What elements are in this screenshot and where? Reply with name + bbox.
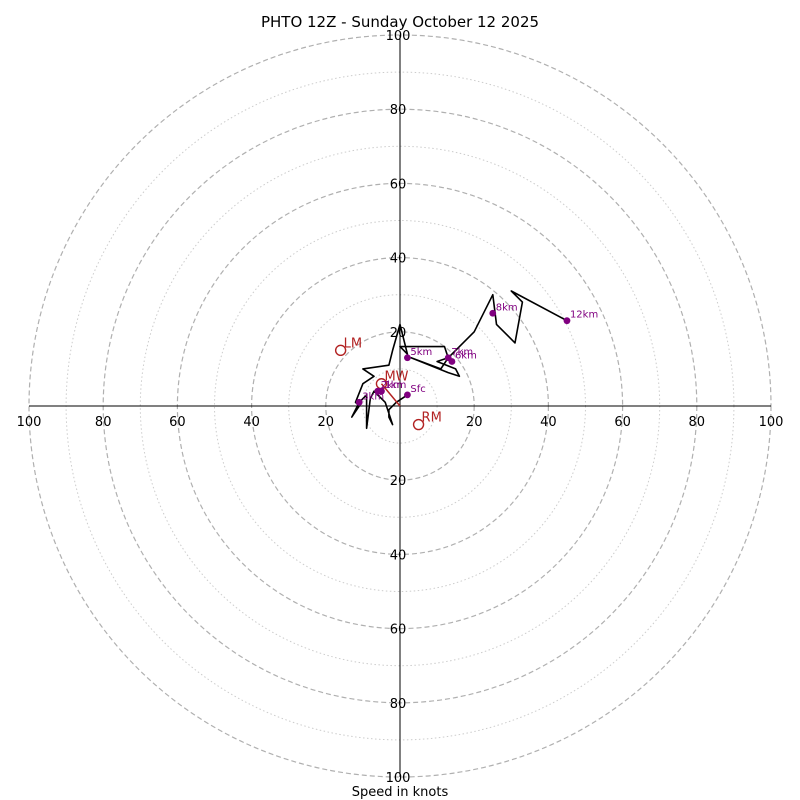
height-marker-point — [355, 398, 363, 406]
height-marker-label: Sfc — [410, 384, 425, 395]
height-marker-label: 5km — [410, 347, 432, 358]
storm-motion-group: LM RM MW — [334, 336, 442, 431]
storm-motion-label-lm: LM — [344, 336, 362, 351]
height-marker-label: 12km — [570, 310, 598, 321]
tick-label-right: 20 — [466, 415, 483, 430]
tick-label-right: 100 — [759, 415, 784, 430]
tick-label-down: 80 — [390, 697, 407, 712]
tick-label-left: 60 — [169, 415, 186, 430]
tick-label-left: 20 — [318, 415, 335, 430]
height-marker-point — [404, 391, 411, 399]
height-marker-point — [374, 387, 382, 395]
tick-label-right: 40 — [540, 415, 557, 430]
height-marker-label: 8km — [496, 302, 518, 313]
chart-title: PHTO 12Z - Sunday October 12 2025 — [261, 13, 539, 31]
storm-motion-marker-rm — [412, 418, 425, 431]
tick-label-right: 60 — [614, 415, 631, 430]
hodograph-trace-group — [350, 290, 568, 430]
tick-label-right: 80 — [689, 415, 706, 430]
height-marker-label: 3km — [362, 391, 384, 402]
height-marker-point — [489, 309, 497, 317]
hodograph-line — [350, 290, 568, 430]
storm-motion-label-rm: RM — [422, 411, 442, 426]
tick-label-down: 60 — [390, 623, 407, 638]
x-axis-label: Speed in knots — [352, 785, 449, 800]
tick-label-left: 80 — [95, 415, 112, 430]
height-marker-label: 1km — [384, 380, 406, 391]
tick-label-up: 60 — [390, 177, 407, 192]
tick-label-up: 40 — [390, 252, 407, 267]
tick-label-left: 40 — [243, 415, 260, 430]
storm-motion-label-mw: MW — [384, 370, 408, 385]
height-marker-label: 6km — [455, 350, 477, 361]
height-marker-point — [444, 354, 452, 362]
height-marker-point — [563, 317, 571, 325]
tick-label-down: 100 — [386, 771, 411, 786]
tick-label-up: 80 — [390, 103, 407, 118]
tick-label-up: 100 — [386, 29, 411, 44]
tick-label-down: 20 — [390, 474, 407, 489]
tick-label-left: 100 — [17, 415, 42, 430]
height-marker-point — [404, 354, 411, 362]
storm-motion-marker-lm — [334, 344, 347, 357]
tick-label-down: 40 — [390, 548, 407, 563]
height-marker-label: 2km — [381, 380, 403, 391]
height-marker-label: 7km — [451, 347, 473, 358]
